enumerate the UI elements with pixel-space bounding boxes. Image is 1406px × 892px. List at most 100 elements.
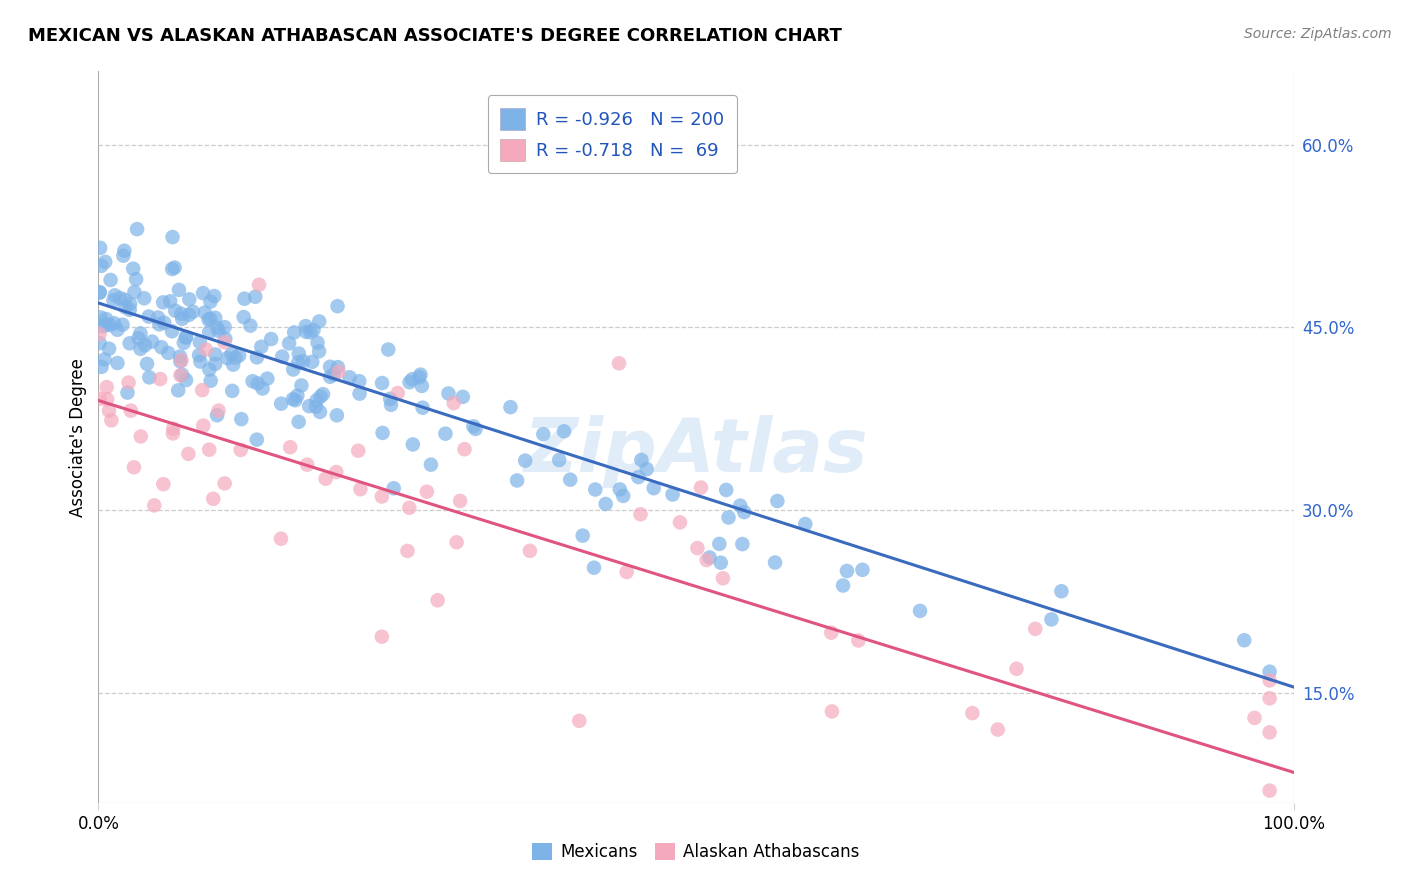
Point	[191, 383, 214, 397]
Point	[464, 422, 486, 436]
Point	[382, 481, 405, 495]
Point	[152, 477, 174, 491]
Point	[295, 458, 318, 472]
Point	[396, 544, 419, 558]
Point	[301, 355, 323, 369]
Point	[191, 286, 214, 301]
Point	[129, 326, 152, 341]
Point	[239, 318, 262, 333]
Point	[224, 351, 246, 365]
Point	[1258, 665, 1281, 679]
Point	[179, 293, 201, 307]
Point	[208, 324, 231, 338]
Point	[371, 630, 394, 644]
Point	[90, 310, 112, 325]
Point	[284, 393, 307, 408]
Point	[1050, 584, 1073, 599]
Point	[1024, 622, 1046, 636]
Point	[204, 310, 226, 325]
Point	[122, 460, 145, 475]
Point	[162, 426, 184, 441]
Point	[711, 571, 734, 585]
Point	[380, 398, 402, 412]
Point	[172, 311, 194, 326]
Point	[188, 334, 211, 349]
Point	[100, 273, 122, 287]
Point	[290, 378, 312, 392]
Point	[103, 293, 125, 308]
Point	[709, 537, 731, 551]
Point	[260, 332, 283, 346]
Point	[308, 314, 330, 328]
Point	[134, 291, 156, 305]
Point	[609, 483, 631, 497]
Point	[326, 360, 349, 375]
Point	[308, 344, 330, 359]
Point	[114, 300, 136, 314]
Point	[247, 277, 270, 292]
Point	[669, 516, 692, 530]
Point	[731, 537, 754, 551]
Point	[312, 387, 335, 401]
Point	[233, 292, 256, 306]
Point	[138, 370, 160, 384]
Point	[89, 241, 111, 255]
Text: Source: ZipAtlas.com: Source: ZipAtlas.com	[1244, 27, 1392, 41]
Point	[256, 371, 278, 385]
Point	[125, 272, 148, 286]
Point	[328, 365, 350, 379]
Point	[326, 409, 349, 423]
Point	[294, 319, 316, 334]
Point	[120, 297, 142, 311]
Point	[105, 323, 128, 337]
Point	[322, 368, 344, 382]
Point	[443, 396, 465, 410]
Point	[100, 413, 122, 427]
Point	[832, 578, 855, 592]
Point	[107, 356, 129, 370]
Point	[204, 347, 226, 361]
Point	[568, 714, 591, 728]
Point	[402, 437, 425, 451]
Point	[120, 403, 142, 417]
Point	[319, 359, 342, 374]
Point	[188, 348, 211, 362]
Point	[96, 392, 118, 407]
Point	[173, 335, 195, 350]
Point	[636, 462, 658, 476]
Point	[98, 318, 121, 332]
Point	[146, 310, 169, 325]
Point	[349, 482, 371, 496]
Point	[309, 405, 332, 419]
Point	[153, 316, 176, 330]
Point	[583, 483, 606, 497]
Point	[278, 440, 301, 454]
Point	[207, 320, 229, 334]
Point	[141, 334, 163, 349]
Point	[221, 384, 243, 398]
Point	[398, 500, 420, 515]
Point	[194, 305, 217, 319]
Point	[214, 335, 236, 350]
Point	[108, 291, 131, 305]
Point	[118, 336, 141, 351]
Point	[117, 385, 139, 400]
Point	[409, 368, 432, 382]
Point	[270, 532, 292, 546]
Point	[134, 338, 156, 352]
Point	[200, 311, 222, 326]
Point	[408, 370, 430, 384]
Point	[229, 442, 252, 457]
Point	[246, 376, 269, 391]
Point	[198, 362, 221, 376]
Point	[174, 330, 197, 344]
Point	[315, 472, 337, 486]
Point	[412, 401, 434, 415]
Point	[401, 372, 423, 386]
Point	[499, 400, 522, 414]
Point	[231, 412, 253, 426]
Point	[245, 290, 267, 304]
Point	[1040, 612, 1063, 626]
Point	[416, 484, 439, 499]
Point	[93, 352, 115, 367]
